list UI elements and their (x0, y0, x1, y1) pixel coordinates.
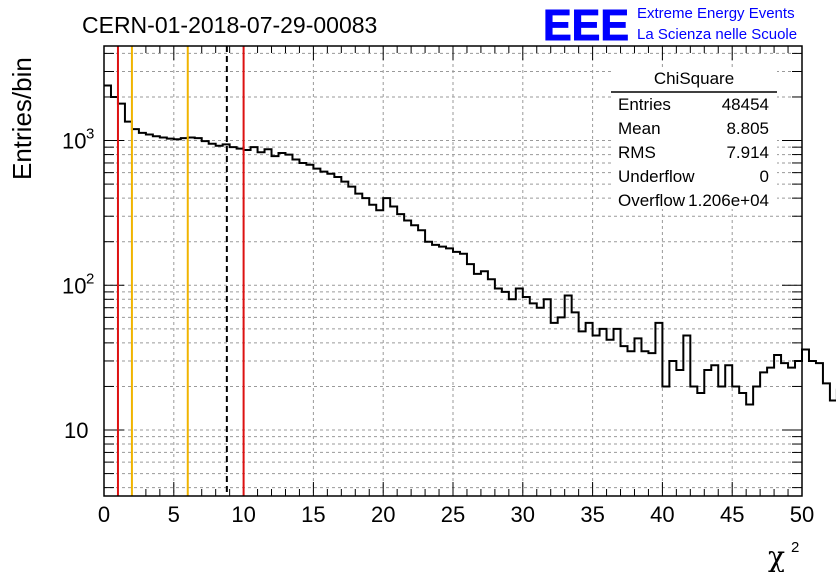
chart-title: CERN-01-2018-07-29-00083 (82, 12, 377, 38)
x-tick-label: 45 (720, 502, 744, 527)
stats-row-label: Entries (618, 95, 671, 114)
stats-row-value: 7.914 (726, 143, 769, 162)
x-axis-label-superscript: 2 (791, 539, 799, 556)
y-tick-label: 10 2 (62, 270, 94, 298)
histogram-series (104, 84, 836, 406)
x-tick-label: 25 (441, 502, 465, 527)
stats-row-label: RMS (618, 143, 656, 162)
stats-row-value: 48454 (722, 95, 769, 114)
x-tick-label: 10 (231, 502, 255, 527)
logo-mark: EEE (543, 1, 629, 50)
x-axis-label-chi: χ (768, 540, 785, 572)
y-tick-label: 10 3 (62, 126, 94, 154)
y-tick-label-base: 10 (62, 273, 86, 298)
stats-row-label: Mean (618, 119, 661, 138)
x-tick-label: 0 (98, 502, 110, 527)
y-tick-label-base: 10 (62, 129, 86, 154)
axis-ticks (103, 46, 803, 496)
stats-row-value: 1.206e+04 (688, 191, 769, 210)
x-tick-label: 35 (580, 502, 604, 527)
stats-rows: Entries 48454 Mean 8.805 RMS 7.914 Underflow 0 O… (618, 95, 769, 210)
stats-row-label: Overflow (618, 191, 686, 210)
stats-box-background (611, 69, 777, 209)
x-axis-label: χ 2 (768, 539, 799, 572)
plot-frame (103, 45, 803, 497)
stats-box: ChiSquare Entries 48454 Mean 8.805 RMS 7.914 U… (611, 69, 777, 210)
grid-lines (104, 46, 802, 496)
y-tick-label: 10 (64, 418, 88, 443)
stats-row-value: 0 (760, 167, 769, 186)
logo-line-1: Extreme Energy Events (637, 5, 795, 22)
logo-line-2: La Scienza nelle Scuole (637, 26, 797, 43)
cut-lines (116, 46, 245, 496)
x-tick-label: 40 (650, 502, 674, 527)
x-tick-label: 5 (168, 502, 180, 527)
y-axis-label: Entries/bin (7, 57, 37, 180)
x-tick-label: 20 (371, 502, 395, 527)
y-tick-label-base: 10 (64, 418, 88, 443)
stats-row-label: Underflow (618, 167, 695, 186)
x-tick-label: 30 (511, 502, 535, 527)
eee-logo: EEE Extreme Energy Events La Scienza nel… (543, 1, 798, 51)
x-tick-label: 15 (301, 502, 325, 527)
stats-row-value: 8.805 (726, 119, 769, 138)
y-tick-label-exponent: 3 (86, 126, 94, 143)
y-tick-label-exponent: 2 (86, 270, 94, 287)
x-tick-label: 50 (790, 502, 814, 527)
stats-box-title: ChiSquare (654, 69, 734, 88)
